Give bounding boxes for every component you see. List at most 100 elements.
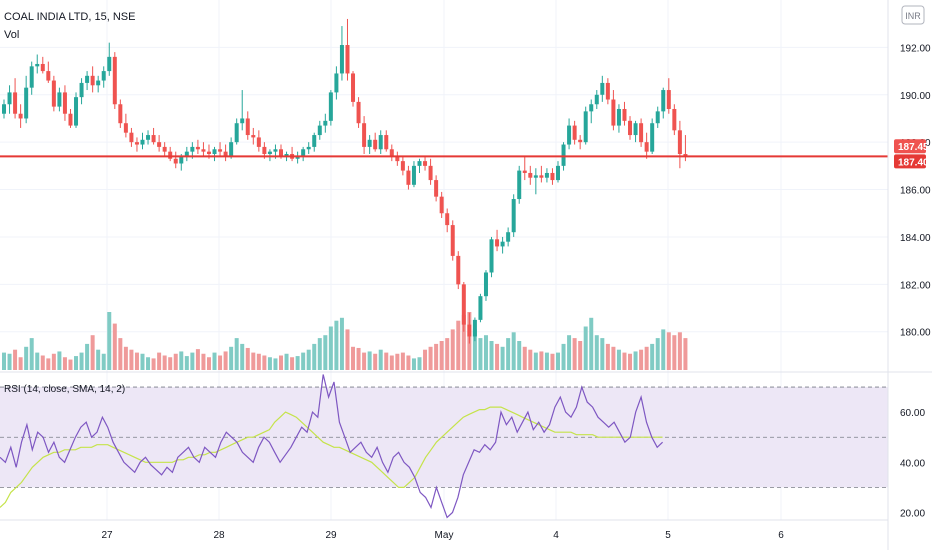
volume-bar [290, 357, 295, 370]
volume-bar [2, 352, 6, 370]
volume-bar [339, 317, 344, 370]
price-tick-label: 192.00 [900, 43, 931, 54]
rsi-line [0, 374, 664, 519]
time-tick-label: 5 [665, 530, 671, 541]
candle-body [356, 101, 361, 124]
time-tick-label: 28 [213, 530, 225, 541]
candle-body [279, 149, 283, 157]
volume-bar [267, 357, 272, 370]
volume-bar [74, 356, 79, 370]
time-axis-ticks: 27 28 29 May 4 5 6 [101, 530, 784, 541]
price-tick-label: 182.00 [900, 280, 931, 291]
volume-bar [18, 357, 23, 370]
volume-bar [395, 353, 400, 370]
candlestick-series [2, 18, 688, 344]
candle-body [62, 92, 67, 114]
candle-body [13, 92, 18, 114]
candle-body [234, 123, 239, 143]
candle-body [240, 118, 245, 124]
candle-body [201, 149, 206, 152]
candle-body [195, 146, 200, 150]
candle-body [306, 146, 311, 150]
candle-body [594, 94, 599, 105]
price-tick-label: 184.00 [900, 233, 931, 244]
candle-body [400, 161, 405, 171]
volume-bar [13, 349, 18, 370]
candle-body [434, 180, 439, 197]
candle-body [367, 139, 372, 147]
volume-bar [234, 338, 239, 370]
candle-body [511, 199, 516, 233]
candle-body [129, 132, 134, 143]
candle-body [395, 156, 400, 162]
candle-body [328, 92, 333, 121]
candle-body [378, 135, 383, 150]
volume-bar [556, 352, 560, 370]
volume-bar [195, 349, 200, 370]
candle-body [672, 108, 677, 131]
candle-body [373, 139, 378, 150]
candle-body [461, 284, 466, 325]
candle-body [85, 75, 90, 83]
candle-body [666, 90, 671, 109]
volume-bar [57, 351, 62, 370]
candle-body [46, 71, 51, 81]
candle-body [273, 149, 278, 152]
candle-body [51, 80, 56, 107]
volume-bar [500, 346, 505, 370]
candle-body [533, 175, 538, 178]
currency-button[interactable]: INR [901, 5, 925, 25]
candle-body [611, 99, 616, 126]
volume-bars [2, 312, 688, 370]
candle-body [522, 170, 527, 173]
candle-body [7, 92, 12, 105]
candle-body [616, 108, 621, 126]
volume-label[interactable]: Vol [4, 29, 19, 41]
volume-bar [594, 335, 599, 370]
candle-body [190, 146, 195, 152]
volume-bar [251, 352, 256, 370]
volume-bar [162, 355, 167, 370]
volume-bar [68, 359, 73, 370]
candle-body [483, 272, 488, 297]
time-tick-label: 27 [101, 530, 113, 541]
candle-body [284, 154, 289, 157]
candle-body [245, 118, 250, 136]
candle-body [229, 142, 234, 157]
candle-body [345, 45, 350, 74]
rsi-sma-line [0, 406, 663, 508]
volume-bar [544, 352, 549, 370]
volume-bar [572, 338, 577, 370]
volume-bar [633, 351, 638, 370]
volume-bar [206, 357, 211, 370]
current-price-badge: 187.40 [894, 154, 929, 169]
candle-body [544, 172, 549, 178]
candle-body [251, 135, 256, 138]
candle-body [118, 104, 123, 124]
candle-body [417, 161, 422, 166]
candle-body [162, 146, 167, 152]
volume-bar [256, 353, 261, 370]
candle-body [18, 113, 23, 119]
volume-bar [201, 353, 206, 370]
volume-bar [218, 355, 223, 370]
time-tick-label: May [435, 530, 454, 541]
candle-body [256, 137, 261, 147]
rsi-indicator-label[interactable]: RSI (14, close, SMA, 14, 2) [4, 384, 125, 395]
candle-body [628, 120, 633, 136]
rsi-tick-label: 20.00 [900, 508, 925, 519]
candle-body [184, 151, 189, 157]
candle-body [267, 151, 272, 155]
volume-bar [417, 357, 422, 370]
time-tick-label: 6 [778, 530, 784, 541]
volume-bar [445, 338, 450, 370]
candle-body [384, 135, 389, 150]
symbol-title[interactable]: COAL INDIA LTD, 15, NSE [4, 11, 135, 23]
volume-bar [461, 314, 466, 370]
volume-bar [600, 338, 605, 370]
rsi-tick-label: 40.00 [900, 458, 925, 469]
candle-body [506, 232, 511, 242]
volume-bar [79, 352, 84, 370]
candle-body [212, 149, 217, 155]
